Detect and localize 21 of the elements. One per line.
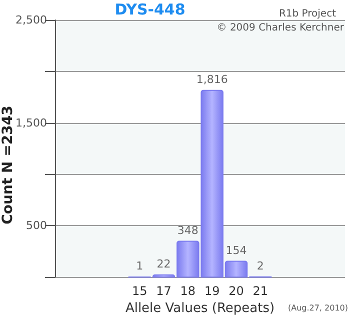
text: R1b Project	[278, 8, 336, 20]
y-tick-label: 2,500	[16, 14, 47, 26]
data-label: 2	[256, 259, 264, 272]
x-tick-label: 18	[180, 284, 196, 298]
x-tick-label: 17	[156, 284, 172, 298]
data-label: 1,816	[196, 72, 228, 86]
data-label: 22	[156, 257, 171, 270]
data-label: 1	[136, 259, 144, 272]
y-tick-label: 1,500	[16, 116, 47, 130]
x-tick-label: 19	[204, 284, 220, 298]
text: (Aug.27, 2010)	[288, 304, 348, 312]
x-tick-label: 20	[228, 284, 244, 298]
x-tick-label: 15	[132, 284, 148, 298]
data-label: 154	[226, 244, 247, 257]
x-tick-label: 21	[252, 284, 268, 298]
data-label: 348	[177, 224, 198, 237]
y-tick-label: 500	[26, 219, 47, 232]
x-axis-title: Allele Values (Repeats)	[125, 301, 275, 316]
y-axis-title: Count N =2343	[0, 106, 16, 224]
chart-title: DYS-448	[114, 0, 186, 18]
annotation: © 2009 Charles Kerchner	[216, 22, 345, 34]
